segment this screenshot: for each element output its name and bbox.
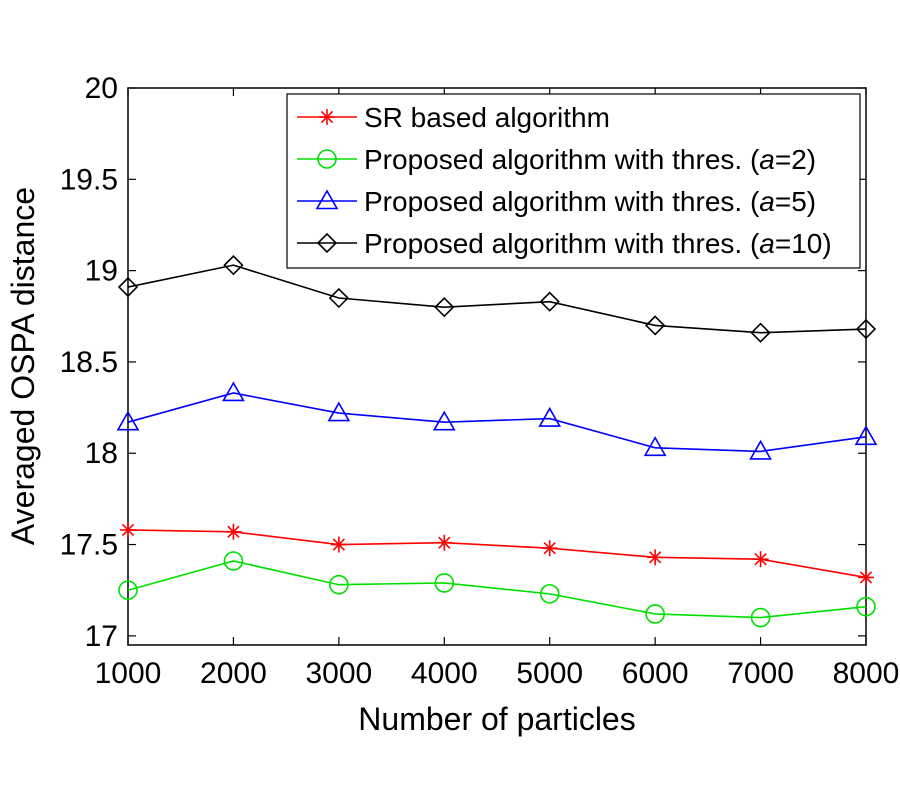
data-point xyxy=(434,573,455,593)
plot-area: 17 17.5 18 18.5 19 19.5 20 1000 2000 3000 4000 500… xyxy=(60,72,900,690)
legend-box xyxy=(286,93,861,269)
data-point xyxy=(643,436,667,457)
data-point xyxy=(854,425,878,446)
data-point xyxy=(647,549,664,566)
x-tick-label: 3000 xyxy=(305,657,372,690)
series-line xyxy=(127,529,867,579)
x-tick-label: 8000 xyxy=(833,657,900,690)
legend-marker xyxy=(317,149,337,169)
data-point xyxy=(222,381,245,402)
y-tick-label: 20 xyxy=(85,72,118,105)
legend-entry: Proposed algorithm with thres. (a=10) xyxy=(297,228,832,259)
y-axis-label: Averaged OSPA distance xyxy=(5,187,41,545)
x-tick-label: 1000 xyxy=(95,657,162,690)
series-1 xyxy=(118,551,876,628)
data-point xyxy=(436,534,453,551)
legend-marker xyxy=(316,232,338,254)
data-point xyxy=(539,584,560,604)
series-line xyxy=(127,560,867,619)
data-point xyxy=(329,574,349,595)
series-line xyxy=(127,264,867,334)
axes-frame xyxy=(127,87,867,646)
data-point xyxy=(750,607,771,628)
series-3 xyxy=(117,255,877,343)
data-point xyxy=(539,291,560,312)
data-point xyxy=(327,401,351,422)
data-point xyxy=(538,406,562,427)
data-point xyxy=(645,315,666,336)
legend-label: Proposed algorithm with thres. (a=5) xyxy=(364,186,816,217)
series-line xyxy=(127,392,867,453)
data-point xyxy=(856,596,876,617)
legend-entry: Proposed algorithm with thres. (a=5) xyxy=(297,186,816,217)
data-point xyxy=(328,287,349,309)
y-tick-label: 18.5 xyxy=(60,346,118,379)
series-0 xyxy=(120,521,874,586)
legend-label: Proposed algorithm with thres. (a=10) xyxy=(364,228,832,259)
y-tick-label: 17 xyxy=(85,620,118,653)
data-point xyxy=(432,410,456,431)
series-layer xyxy=(116,255,878,628)
legend-entry: SR based algorithm xyxy=(297,102,610,133)
data-point xyxy=(645,604,665,624)
data-point xyxy=(120,521,136,538)
x-tick-label: 4000 xyxy=(411,657,478,690)
data-point xyxy=(752,551,769,568)
legend: SR based algorithm Proposed algorithm wit… xyxy=(286,93,861,269)
legend-marker xyxy=(319,109,335,125)
data-point xyxy=(223,255,244,276)
data-point xyxy=(541,540,558,557)
y-tick-label: 19 xyxy=(85,255,118,288)
x-tick-label: 5000 xyxy=(516,657,583,690)
x-tick-label: 7000 xyxy=(727,657,794,690)
legend-marker xyxy=(315,189,339,210)
data-point xyxy=(118,580,138,601)
data-point xyxy=(434,297,455,318)
y-tick-label: 18 xyxy=(85,437,118,470)
data-point xyxy=(117,276,139,298)
data-point xyxy=(855,318,877,340)
y-tick-label: 19.5 xyxy=(60,163,118,196)
y-axis: 17 17.5 18 18.5 19 19.5 20 xyxy=(60,72,866,653)
y-tick-label: 17.5 xyxy=(60,529,118,562)
x-axis-label: Number of particles xyxy=(358,701,635,737)
x-tick-label: 6000 xyxy=(622,657,689,690)
data-point xyxy=(225,523,242,540)
data-point xyxy=(750,322,771,343)
x-axis: 1000 2000 3000 4000 5000 6000 7000 8000 xyxy=(95,88,900,690)
data-point xyxy=(223,551,244,571)
legend-entry: Proposed algorithm with thres. (a=2) xyxy=(297,144,816,175)
data-point xyxy=(749,439,772,460)
data-point xyxy=(330,536,347,553)
data-point xyxy=(116,410,140,431)
legend-label: SR based algorithm xyxy=(364,102,610,133)
data-point xyxy=(858,569,874,586)
legend-label: Proposed algorithm with thres. (a=2) xyxy=(364,144,816,175)
series-2 xyxy=(116,381,878,460)
x-tick-label: 2000 xyxy=(200,657,267,690)
